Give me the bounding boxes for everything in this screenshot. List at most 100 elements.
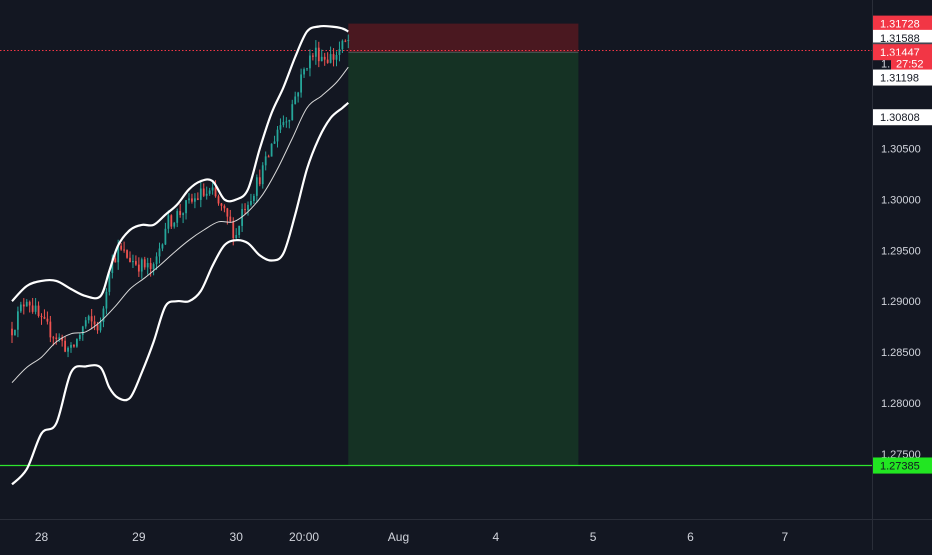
candle	[167, 210, 170, 234]
bollinger-bands	[11, 24, 349, 486]
candle	[285, 117, 288, 128]
candle	[155, 252, 158, 270]
candle	[70, 342, 72, 353]
candle	[146, 257, 149, 275]
bollinger-upper	[11, 24, 349, 302]
svg-text:27:52: 27:52	[896, 59, 924, 71]
candle	[294, 91, 297, 105]
price-label: 1.31198	[873, 69, 932, 86]
x-tick-label: 20:00	[289, 530, 319, 544]
svg-text:1.31198: 1.31198	[880, 73, 919, 85]
candle	[34, 297, 37, 315]
candle	[176, 208, 179, 228]
candle	[182, 212, 184, 224]
stop-loss-zone[interactable]	[348, 23, 579, 53]
price-labels: 1.317281.315881.314641.314471.27:521.311…	[873, 15, 932, 474]
x-tick-label: 6	[687, 530, 694, 544]
candle	[317, 41, 320, 68]
x-tick-label: 30	[230, 530, 244, 544]
x-tick-label: 4	[492, 530, 499, 544]
svg-text:1.: 1.	[881, 59, 890, 71]
candle	[31, 297, 34, 314]
candle	[28, 300, 31, 313]
candle	[241, 203, 243, 232]
svg-text:1.31588: 1.31588	[880, 33, 920, 45]
candle	[87, 314, 90, 324]
candle	[143, 256, 146, 270]
candle	[276, 126, 279, 148]
candle	[229, 209, 232, 223]
candle	[238, 225, 241, 238]
candle	[46, 311, 49, 325]
candle	[244, 203, 246, 214]
candle	[17, 306, 19, 338]
candle	[264, 151, 267, 171]
candle	[170, 214, 173, 229]
candle	[338, 41, 341, 62]
price-axis[interactable]: 1.275001.280001.285001.290001.295001.300…	[881, 144, 921, 461]
candle	[217, 194, 220, 206]
candle	[312, 53, 314, 61]
candle	[173, 221, 176, 229]
y-tick-label: 1.29500	[881, 245, 921, 257]
candle	[161, 243, 164, 252]
position-zones[interactable]	[348, 23, 579, 466]
candle	[40, 313, 43, 325]
candle	[108, 272, 111, 296]
candle	[105, 288, 108, 315]
candle	[185, 199, 187, 220]
candle	[270, 143, 273, 157]
candle	[288, 119, 291, 129]
candle	[297, 91, 300, 103]
take-profit-zone[interactable]	[348, 52, 579, 466]
candle	[67, 346, 69, 358]
price-label: 1.31588	[873, 29, 932, 46]
candle	[205, 186, 208, 200]
candle	[99, 317, 102, 333]
x-tick-label: Aug	[388, 530, 409, 544]
candle	[291, 99, 294, 121]
candle	[37, 301, 40, 318]
candle	[223, 204, 226, 213]
svg-text:1.31728: 1.31728	[880, 19, 920, 31]
horizontal-lines	[0, 49, 872, 467]
candle	[323, 52, 326, 66]
candle	[78, 333, 81, 341]
candle	[55, 333, 58, 345]
x-tick-label: 7	[782, 530, 789, 544]
candle	[261, 162, 264, 189]
candle	[282, 115, 285, 128]
svg-text:1.30808: 1.30808	[880, 112, 920, 124]
candle	[309, 49, 311, 77]
candle	[179, 203, 182, 218]
y-tick-label: 1.29000	[881, 296, 921, 308]
candle	[140, 257, 143, 279]
candle	[235, 228, 238, 241]
x-tick-label: 5	[590, 530, 597, 544]
candle	[347, 34, 350, 49]
candle	[61, 334, 64, 347]
axis-corner[interactable]	[873, 520, 932, 550]
candle	[332, 48, 335, 67]
time-axis[interactable]: 28 29 30 20:00 Aug 4 5 6 7	[35, 530, 789, 544]
svg-text:1.27385: 1.27385	[880, 461, 920, 473]
candle	[164, 222, 167, 246]
candle	[25, 299, 28, 307]
candle	[123, 241, 125, 253]
candle	[267, 154, 270, 158]
candle	[335, 51, 338, 67]
candle	[306, 67, 308, 72]
candle	[49, 315, 52, 343]
candle	[93, 315, 96, 331]
candle	[303, 67, 305, 78]
candle	[126, 249, 128, 259]
candle	[90, 308, 93, 330]
candle	[300, 68, 302, 98]
candle	[326, 52, 329, 64]
bollinger-basis	[11, 66, 349, 383]
candle	[132, 254, 134, 269]
candle	[84, 316, 87, 329]
candle	[120, 242, 123, 251]
